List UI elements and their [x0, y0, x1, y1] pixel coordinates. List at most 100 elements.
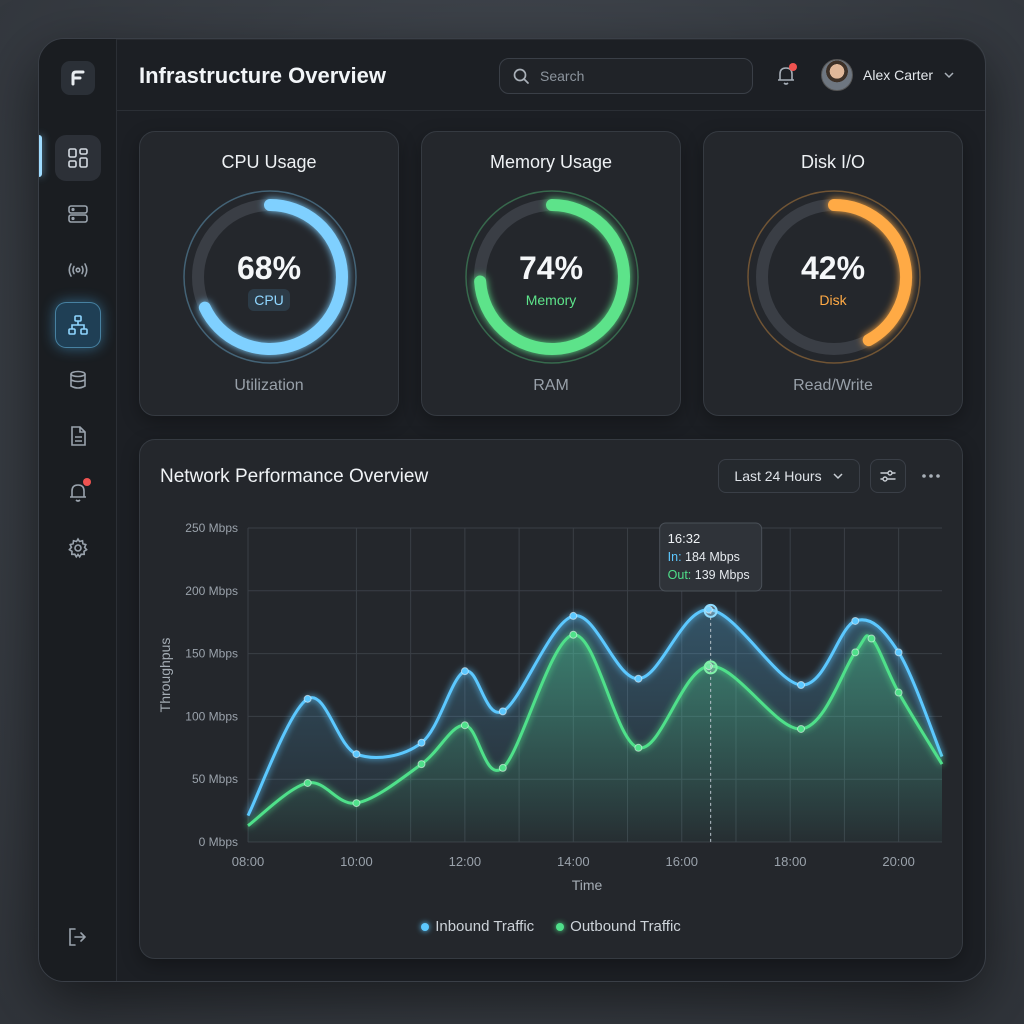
app-window: Infrastructure Overview Alex Carter CPU … [38, 38, 986, 982]
data-point[interactable] [569, 611, 578, 620]
data-point[interactable] [352, 799, 361, 808]
y-tick-label: 250 Mbps [185, 521, 238, 535]
data-point[interactable] [851, 616, 860, 625]
network-topology-icon [68, 315, 88, 335]
data-point[interactable] [303, 694, 312, 703]
search-bar[interactable] [499, 58, 753, 94]
disk-io-card: Disk I/O 42% Disk Read/Write [703, 131, 963, 416]
sidebar-item-dashboard[interactable] [55, 135, 101, 181]
gauge-subtitle: Utilization [234, 377, 304, 394]
y-tick-label: 100 Mbps [185, 709, 238, 723]
cpu-gauge-ring [183, 190, 357, 364]
sidebar-item-signals[interactable] [55, 247, 101, 293]
series-area-outbound [248, 634, 942, 842]
data-point[interactable] [498, 707, 507, 716]
highlight-point-inbound[interactable] [703, 603, 718, 618]
tooltip-box [659, 522, 763, 592]
y-tick-label: 50 Mbps [192, 772, 238, 786]
sidebar-item-network[interactable] [55, 302, 101, 348]
gauge-progress-arc [828, 199, 912, 347]
document-icon [71, 426, 86, 446]
more-options-button[interactable] [914, 459, 948, 493]
gauge-progress-arc [198, 199, 348, 355]
data-point[interactable] [352, 750, 361, 759]
series-line-outbound [247, 633, 944, 827]
sidebar-item-alerts[interactable] [55, 469, 101, 515]
alert-bell-icon [70, 484, 86, 502]
highlight-point-outbound[interactable] [703, 660, 718, 675]
data-point[interactable] [851, 648, 860, 657]
y-axis-label: Throughpus [157, 638, 173, 713]
user-menu[interactable]: Alex Carter [821, 59, 955, 91]
dashboard-icon [68, 148, 88, 168]
x-tick-label: 20:00 [882, 854, 915, 869]
data-point[interactable] [460, 667, 469, 676]
data-point[interactable] [797, 724, 806, 733]
y-tick-label: 0 Mbps [199, 835, 238, 849]
tooltip-inbound: In: 184 Mbps [668, 550, 740, 564]
data-point[interactable] [460, 721, 469, 730]
gauge-outer-ring [465, 190, 639, 364]
avatar [821, 59, 853, 91]
chart-title: Network Performance Overview [160, 466, 429, 487]
data-point[interactable] [894, 688, 903, 697]
gauge-outer-ring [183, 190, 357, 364]
search-input[interactable] [540, 68, 730, 84]
broadcast-icon [68, 263, 88, 277]
legend-item-inbound: Inbound Traffic [421, 918, 534, 935]
gauge-label: Disk [819, 292, 847, 308]
y-tick-label: 150 Mbps [185, 647, 238, 661]
data-point[interactable] [569, 630, 578, 639]
gauge-title: Disk I/O [800, 152, 865, 172]
legend-item-outbound: Outbound Traffic [556, 918, 681, 935]
app-logo[interactable] [61, 61, 95, 95]
sliders-icon [880, 470, 896, 482]
gauge-label-wrap: Disk [704, 292, 962, 308]
legend-label: Outbound Traffic [570, 918, 681, 935]
y-tick-label: 200 Mbps [185, 584, 238, 598]
data-point[interactable] [417, 760, 426, 769]
legend-dot-inbound [421, 922, 430, 931]
more-horizontal-icon [922, 474, 940, 478]
chart-legend: Inbound Traffic Outbound Traffic [140, 918, 962, 935]
logout-button[interactable] [65, 925, 89, 954]
user-name: Alex Carter [863, 67, 934, 83]
data-point[interactable] [417, 738, 426, 747]
sidebar-item-storage[interactable] [55, 357, 101, 403]
memory-gauge-ring [465, 190, 639, 364]
sidebar-item-servers[interactable] [55, 191, 101, 237]
time-range-dropdown[interactable]: Last 24 Hours [718, 459, 860, 493]
page-title: Infrastructure Overview [139, 63, 386, 88]
gauge-value: 68% [236, 250, 302, 286]
logout-icon [69, 928, 87, 946]
data-point[interactable] [498, 763, 507, 772]
settings-gear-icon [68, 537, 88, 559]
cpu-usage-card: CPU Usage 68% CPU Utilization [139, 131, 399, 416]
notifications-button[interactable] [775, 63, 801, 89]
gauge-progress-arc [474, 199, 630, 355]
bell-icon [778, 67, 794, 85]
gauge-outer-ring [747, 190, 921, 364]
data-point[interactable] [303, 778, 312, 787]
gauge-subtitle: Read/Write [793, 377, 873, 394]
notification-badge-dot [789, 63, 797, 71]
data-point[interactable] [797, 681, 806, 689]
filter-button[interactable] [870, 459, 906, 493]
alert-badge-dot [83, 478, 91, 486]
data-point[interactable] [634, 674, 643, 683]
sidebar-item-settings[interactable] [55, 525, 101, 571]
data-point[interactable] [867, 634, 876, 643]
data-point[interactable] [894, 648, 903, 657]
time-range-label: Last 24 Hours [734, 468, 822, 484]
gauge-label: CPU [248, 289, 290, 311]
disk-gauge-ring [747, 190, 921, 364]
memory-usage-card: Memory Usage 74% Memory RAM [421, 131, 681, 416]
sidebar-item-logs[interactable] [55, 413, 101, 459]
network-performance-card: 0 Mbps 50 Mbps 100 Mbps 150 Mbps 200 Mbps 250… [139, 439, 963, 959]
x-tick-label: 08:00 [232, 854, 265, 869]
legend-dot-outbound [556, 922, 565, 931]
search-icon [513, 68, 529, 84]
gauge-value: 42% [800, 250, 866, 286]
data-point[interactable] [634, 743, 643, 752]
active-nav-indicator [39, 135, 42, 177]
